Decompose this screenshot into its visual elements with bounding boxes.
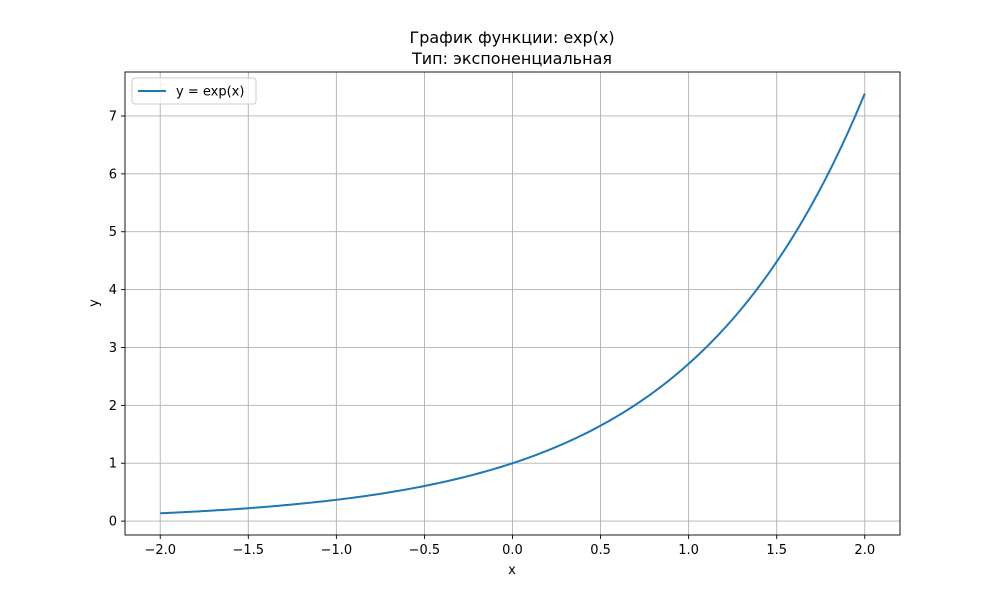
x-tick-label: 0.5 (590, 543, 611, 558)
chart-subtitle: Тип: экспоненциальная (411, 49, 612, 68)
x-tick-label: 1.0 (678, 543, 699, 558)
plot-lines (160, 93, 866, 515)
x-tick-label: −1.5 (233, 543, 265, 558)
y-axis-ticks: 0 1 2 3 4 5 6 7 (109, 109, 125, 530)
x-tick-label: 2.0 (854, 543, 875, 558)
x-tick-label: 0.0 (502, 543, 523, 558)
legend-label: y = exp(x) (176, 85, 244, 100)
legend: y = exp(x) (131, 77, 257, 105)
x-tick-label: −0.5 (409, 543, 441, 558)
x-tick-label: −1.0 (321, 543, 353, 558)
y-tick-label: 0 (109, 515, 117, 530)
y-tick-label: 3 (109, 341, 117, 356)
y-tick-label: 6 (109, 167, 117, 182)
x-tick-label: −2.0 (144, 543, 176, 558)
y-axis-label: y (87, 299, 102, 307)
legend-box (131, 77, 257, 105)
chart-title: График функции: exp(x) (409, 28, 614, 47)
series-line (160, 93, 866, 515)
y-tick-label: 5 (109, 225, 117, 240)
x-axis-ticks: −2.0 −1.5 −1.0 −0.5 0.0 0.5 1.0 1.5 2.0 (144, 535, 875, 558)
x-tick-label: 1.5 (766, 543, 787, 558)
y-tick-label: 1 (109, 457, 117, 472)
y-tick-label: 7 (109, 109, 117, 124)
x-axis-label: x (508, 563, 516, 578)
y-tick-label: 4 (109, 283, 117, 298)
y-tick-label: 2 (109, 399, 117, 414)
